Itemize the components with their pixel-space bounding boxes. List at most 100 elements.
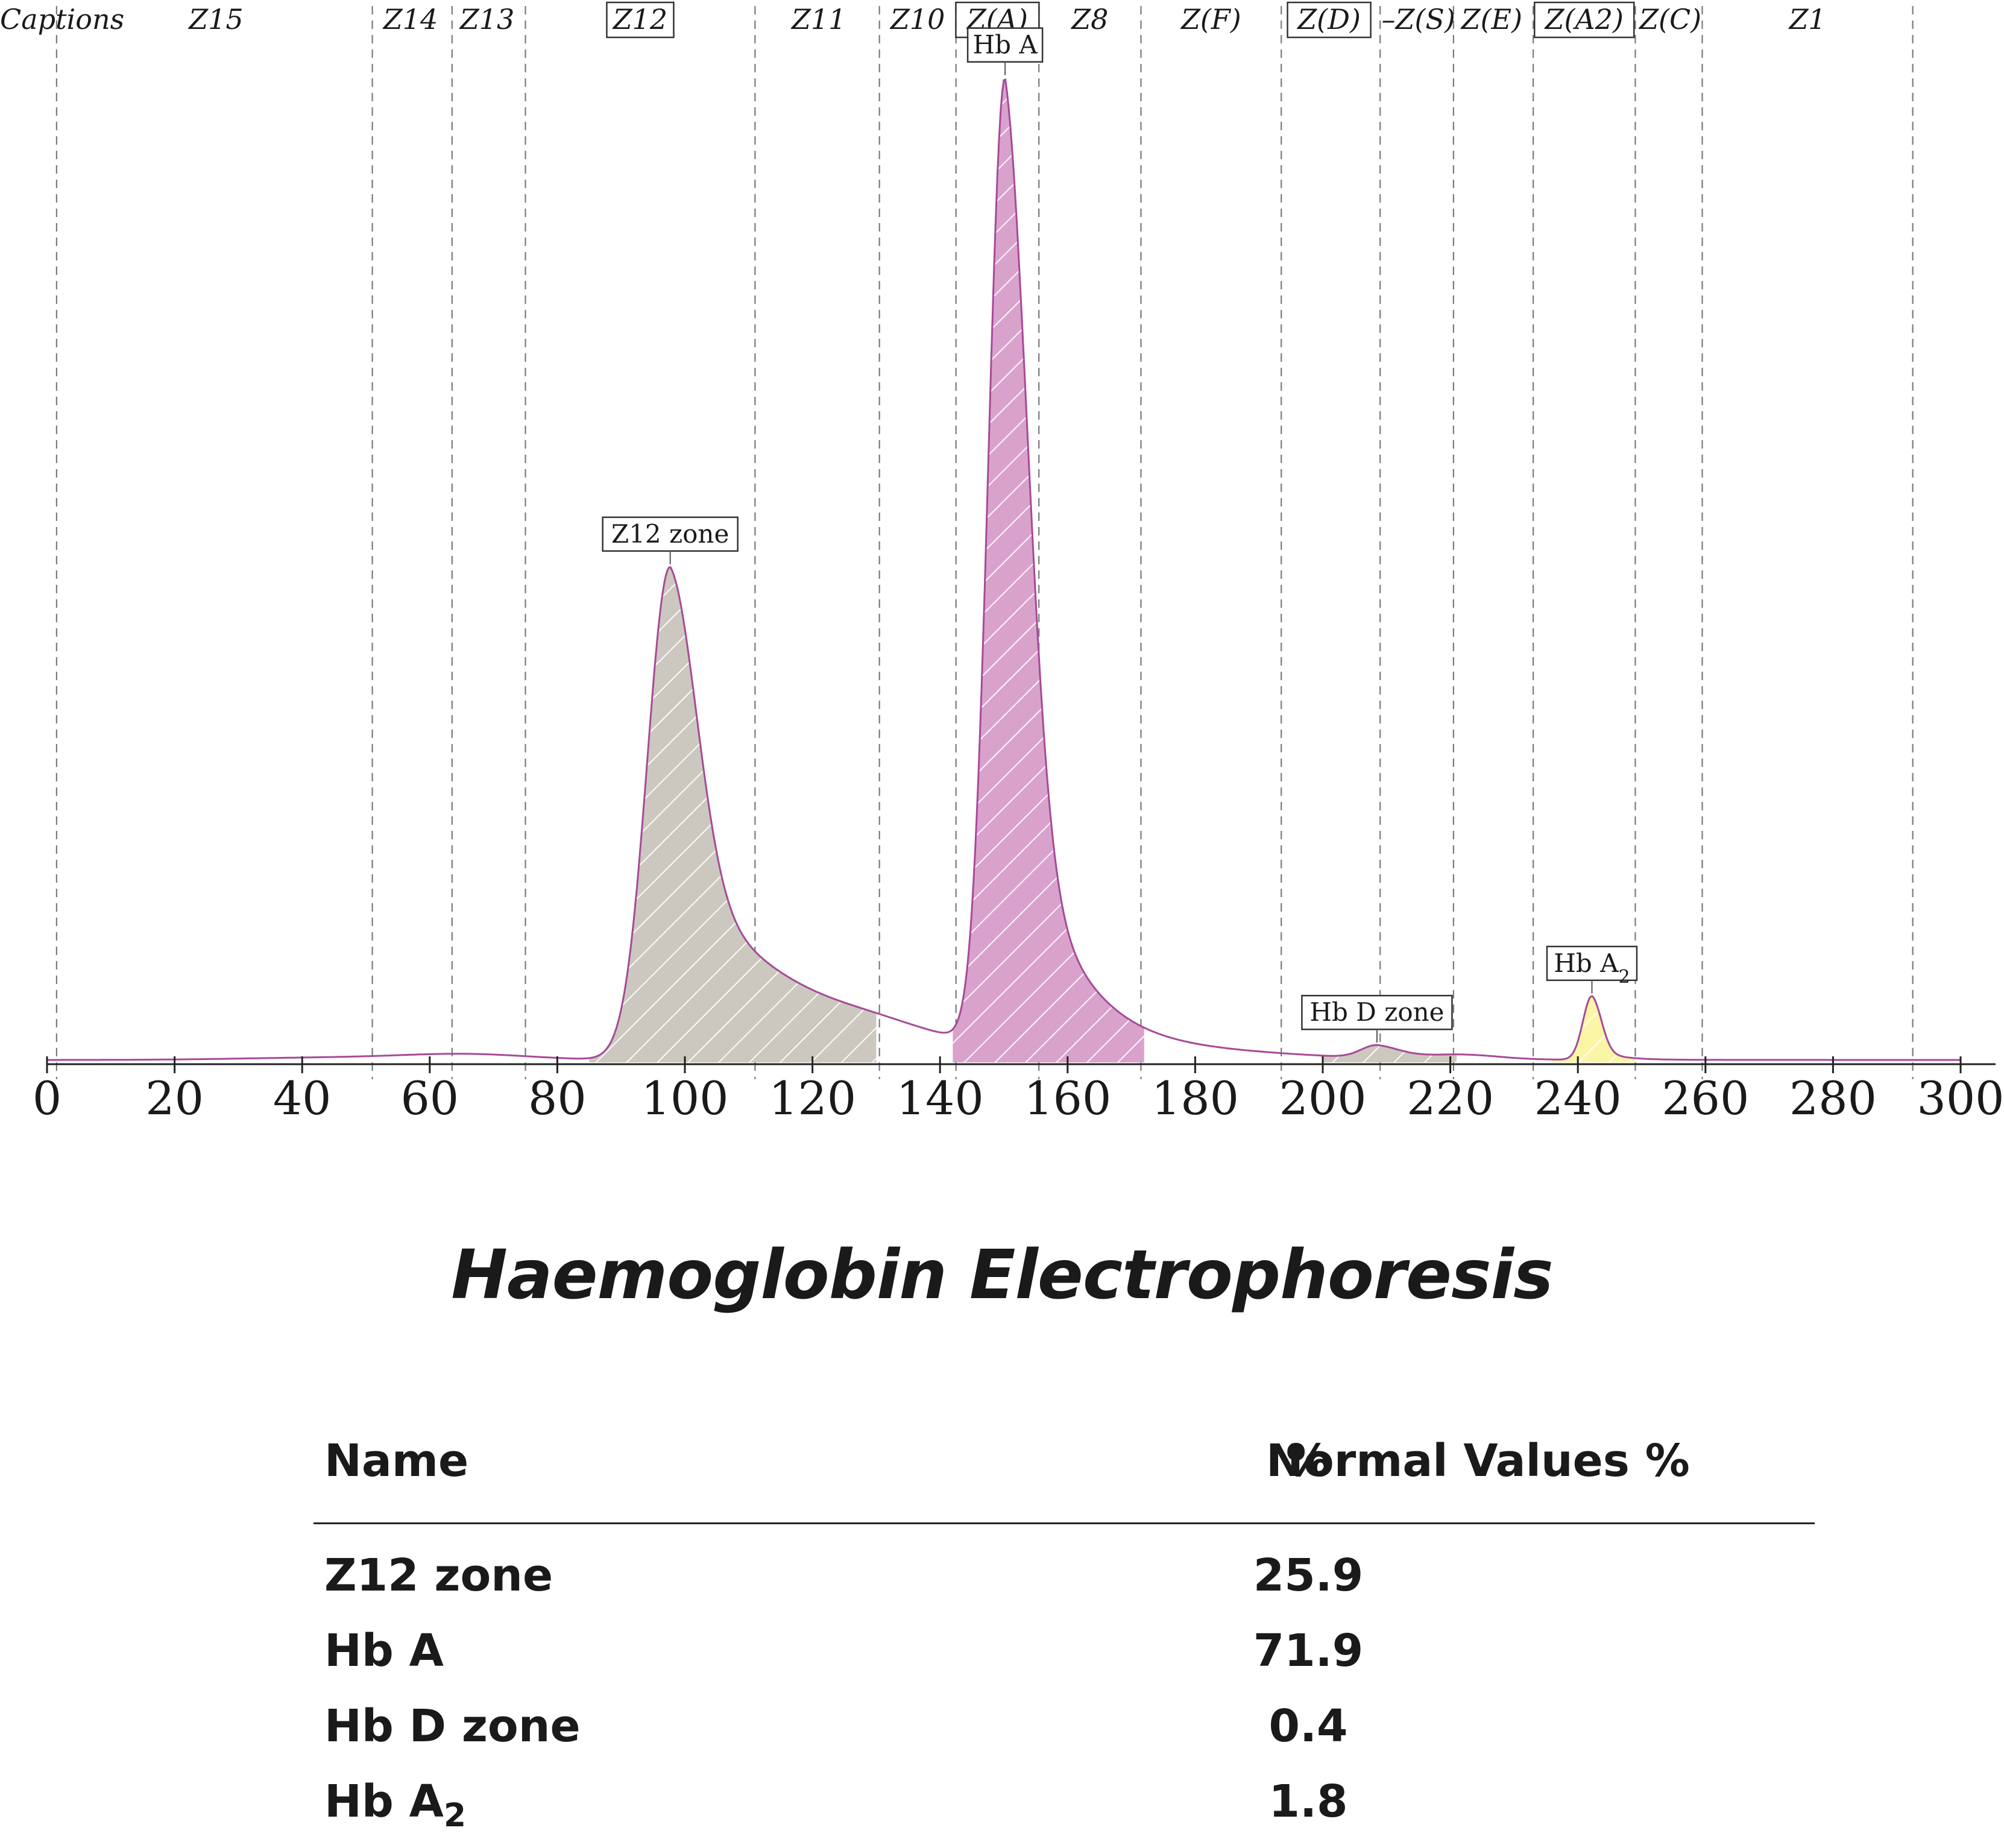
peak-label-box — [966, 27, 1044, 63]
x-tick-label: 160 — [1024, 1071, 1111, 1125]
x-tick: 180 — [1152, 1056, 1239, 1125]
row-percent: 0.4 — [1268, 1700, 1348, 1752]
zone-caption-label: Z14 — [382, 3, 438, 36]
zone-caption: Z15 — [187, 3, 244, 36]
header-name: Name — [324, 1435, 469, 1487]
zone-caption: Z11 — [790, 3, 846, 36]
x-tick-label: 140 — [896, 1071, 984, 1125]
peak-label-text: Hb A — [973, 30, 1038, 60]
x-tick-label: 100 — [641, 1071, 728, 1125]
x-tick-label: 20 — [145, 1071, 204, 1125]
chart-title: Haemoglobin Electrophoresis — [451, 1236, 1553, 1314]
x-tick: 260 — [1662, 1056, 1749, 1125]
zone-caption-label: Z1 — [1788, 3, 1826, 36]
peak-label: Z12 zone — [602, 516, 739, 564]
x-tick-label: 200 — [1279, 1071, 1366, 1125]
peak-label-box — [602, 516, 739, 552]
zone-caption: Z14 — [382, 3, 438, 36]
zone-caption-label: Z(C) — [1638, 3, 1701, 36]
zone-caption-label: Z(E) — [1460, 3, 1522, 36]
zone-caption-label: Captions — [0, 3, 124, 36]
zone-caption: Z(E) — [1460, 3, 1522, 36]
peak-fills — [589, 80, 1636, 1063]
zone-caption-label: Z(D) — [1296, 3, 1361, 36]
x-tick-label: 80 — [528, 1071, 587, 1125]
x-tick-label: 280 — [1789, 1071, 1877, 1125]
peak-hatch-hb-a — [953, 80, 1144, 1063]
x-tick: 240 — [1534, 1056, 1622, 1125]
zone-caption: Z13 — [459, 3, 515, 36]
peak-labels: Z12 zone Hb A Hb D zone Hb A2 — [602, 27, 1638, 1043]
zone-caption: Z12 — [606, 1, 675, 39]
header-normal-values: Normal Values % — [1266, 1435, 1690, 1487]
zone-boundary-lines — [55, 6, 1914, 1079]
row-name: Z12 zone — [324, 1550, 553, 1601]
trace-line — [47, 78, 1961, 1061]
zone-caption: Z10 — [889, 3, 945, 36]
zone-caption-label: Z15 — [187, 3, 244, 36]
zone-caption: Z8 — [1070, 3, 1108, 36]
peak-label: Hb D zone — [1301, 994, 1453, 1043]
peak-label-text: Hb D zone — [1309, 997, 1444, 1027]
peak-label: Hb A2 — [1546, 945, 1638, 994]
x-tick: 80 — [528, 1056, 587, 1125]
row-name: Hb D zone — [324, 1700, 581, 1752]
zone-caption: Z1 — [1788, 3, 1826, 36]
x-tick-label: 40 — [273, 1071, 332, 1125]
zone-caption: Z(A2) — [1534, 1, 1635, 39]
row-percent: 1.8 — [1268, 1776, 1348, 1828]
header-rule — [314, 1522, 1815, 1524]
peak-label: Hb A — [966, 27, 1044, 75]
row-name: Hb A2 — [324, 1776, 466, 1834]
zone-caption: Captions — [0, 3, 124, 36]
x-tick-label: 0 — [33, 1071, 61, 1125]
zone-caption: Z(C) — [1638, 3, 1701, 36]
peak-hatch-hb-a2 — [1552, 996, 1636, 1062]
x-tick-label: 300 — [1917, 1071, 2004, 1125]
x-axis: 0 20 40 60 80 100 120 140 160 180 200 220 240 260 280 3… — [33, 1056, 2004, 1125]
zone-caption-box — [1534, 1, 1635, 39]
zone-caption: Z(D) — [1287, 1, 1372, 39]
x-tick-label: 60 — [400, 1071, 459, 1125]
zone-caption-label: Z11 — [790, 3, 846, 36]
zone-caption-label: Z(A2) — [1544, 3, 1624, 36]
x-tick: 220 — [1407, 1056, 1494, 1125]
zone-caption-box — [606, 1, 675, 39]
zone-caption-label: Z10 — [889, 3, 945, 36]
table-row: Hb A 71.9 — [314, 1625, 1815, 1697]
electrophoresis-chart: Captions Z15 Z14 Z13 Z12 Z11 Z10 Z(A) Z8 Z(F) Z(D)… — [0, 1, 2004, 1125]
row-name: Hb A — [324, 1625, 444, 1677]
x-tick: 0 — [33, 1056, 61, 1125]
x-tick-label: 240 — [1534, 1071, 1622, 1125]
peak-label-text: Z12 zone — [611, 519, 729, 549]
x-tick-label: 180 — [1152, 1071, 1239, 1125]
row-percent: 71.9 — [1253, 1625, 1364, 1677]
table-header: Name % Normal Values % — [314, 1423, 1815, 1495]
zone-caption: –Z(S) — [1382, 3, 1455, 36]
x-tick: 40 — [273, 1056, 332, 1125]
x-tick: 300 — [1917, 1056, 2004, 1125]
x-tick: 120 — [769, 1056, 856, 1125]
zone-caption-label: Z(F) — [1180, 3, 1241, 36]
x-tick: 160 — [1024, 1056, 1111, 1125]
peak-hatch-z12-zone — [589, 567, 877, 1062]
x-tick-label: 120 — [769, 1071, 856, 1125]
zone-caption-label: –Z(S) — [1382, 3, 1455, 36]
x-tick: 200 — [1279, 1056, 1367, 1125]
zone-caption-label: Z13 — [459, 3, 515, 36]
table-row: Hb D zone 0.4 — [314, 1700, 1815, 1773]
x-tick: 100 — [641, 1056, 729, 1125]
x-tick: 280 — [1789, 1056, 1877, 1125]
peak-hatch-hb-d-zone — [1323, 1045, 1457, 1062]
x-tick: 140 — [896, 1056, 984, 1125]
x-tick: 60 — [400, 1056, 459, 1125]
zone-caption-label: Z8 — [1070, 3, 1108, 36]
table-row: Hb A2 1.8 — [314, 1776, 1815, 1848]
x-tick: 20 — [145, 1056, 204, 1125]
zone-captions: Captions Z15 Z14 Z13 Z12 Z11 Z10 Z(A) Z8 Z(F) Z(D)… — [0, 1, 1826, 39]
zone-caption-box — [1287, 1, 1372, 39]
header-percent: % — [1285, 1435, 1331, 1487]
table-row: Z12 zone 25.9 — [314, 1550, 1815, 1622]
x-tick-label: 220 — [1407, 1071, 1494, 1125]
zone-caption-label: Z12 — [612, 3, 668, 36]
